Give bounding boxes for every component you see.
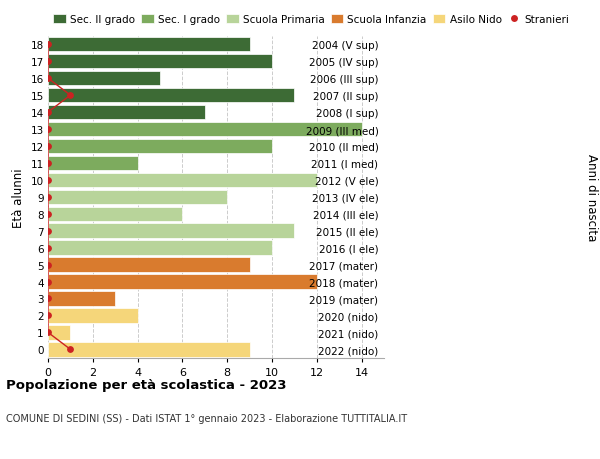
Y-axis label: Età alunni: Età alunni [12, 168, 25, 227]
Text: Popolazione per età scolastica - 2023: Popolazione per età scolastica - 2023 [6, 379, 287, 392]
Bar [48, 123, 362, 137]
Bar [48, 342, 250, 357]
Point [43, 41, 53, 49]
Point [43, 194, 53, 201]
Bar [48, 325, 70, 340]
Point [43, 160, 53, 167]
Point [43, 228, 53, 235]
Point [65, 92, 75, 100]
Point [43, 75, 53, 83]
Point [43, 295, 53, 302]
Bar [48, 173, 317, 188]
Point [43, 312, 53, 319]
Point [43, 126, 53, 134]
Point [43, 245, 53, 252]
Bar [48, 106, 205, 120]
Bar [48, 190, 227, 205]
Text: COMUNE DI SEDINI (SS) - Dati ISTAT 1° gennaio 2023 - Elaborazione TUTTITALIA.IT: COMUNE DI SEDINI (SS) - Dati ISTAT 1° ge… [6, 413, 407, 423]
Bar [48, 308, 137, 323]
Bar [48, 89, 295, 103]
Bar [48, 207, 182, 222]
Point [43, 211, 53, 218]
Bar [48, 291, 115, 306]
Bar [48, 157, 137, 171]
Bar [48, 72, 160, 86]
Point [43, 58, 53, 66]
Point [43, 261, 53, 269]
Point [43, 177, 53, 184]
Bar [48, 38, 250, 52]
Point [43, 278, 53, 285]
Bar [48, 140, 272, 154]
Bar [48, 275, 317, 289]
Point [43, 329, 53, 336]
Bar [48, 241, 272, 255]
Text: Anni di nascita: Anni di nascita [584, 154, 598, 241]
Point [43, 109, 53, 117]
Bar [48, 258, 250, 272]
Point [65, 346, 75, 353]
Bar [48, 224, 295, 238]
Bar [48, 55, 272, 69]
Point [43, 143, 53, 150]
Legend: Sec. II grado, Sec. I grado, Scuola Primaria, Scuola Infanzia, Asilo Nido, Stran: Sec. II grado, Sec. I grado, Scuola Prim… [53, 15, 569, 25]
